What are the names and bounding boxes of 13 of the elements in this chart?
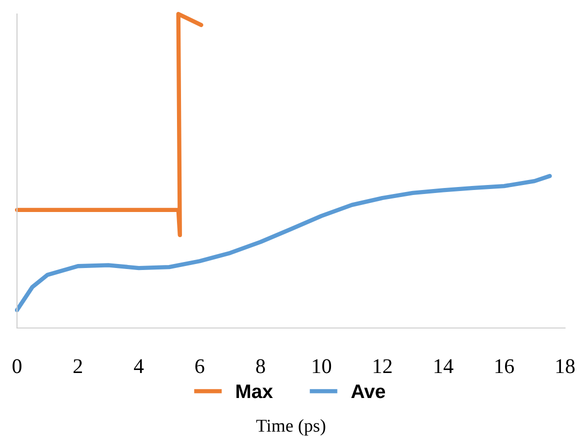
x-tick-label: 0 [12,359,22,374]
x-tick-label: 14 [434,359,454,374]
x-tick-label: 8 [256,359,265,374]
legend-label: Max [236,384,273,398]
x-tick-label: 10 [312,359,332,374]
x-axis-title: Time (ps) [256,419,326,436]
legend-label: Ave [351,384,386,398]
x-tick-label: 2 [74,359,82,374]
x-tick-label: 4 [134,359,144,374]
x-tick-label: 18 [556,359,575,374]
x-tick-label: 6 [195,359,204,374]
x-tick-label: 16 [496,359,514,374]
x-tick-label: 12 [374,359,392,374]
